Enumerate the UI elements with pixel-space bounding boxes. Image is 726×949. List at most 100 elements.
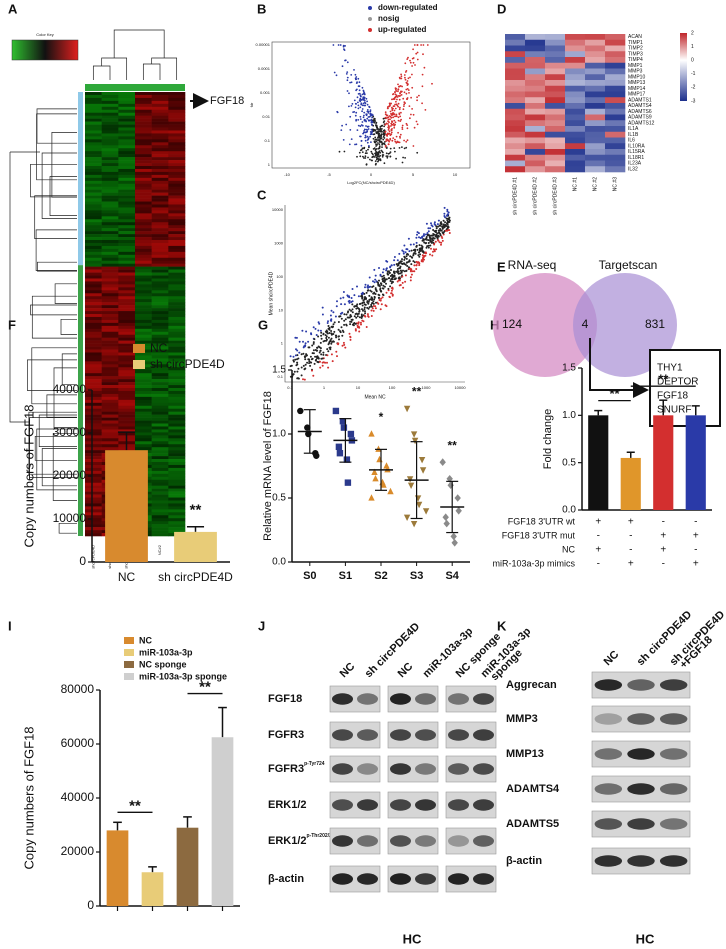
heatmap-cell	[135, 183, 152, 188]
volcano-point	[396, 96, 399, 98]
scatter-point	[382, 277, 385, 280]
heatmap-cell	[118, 281, 136, 285]
heatmap-cell	[168, 509, 186, 513]
heatmap-cell	[168, 266, 186, 270]
scatter-point	[404, 274, 407, 277]
scatter-point	[344, 346, 347, 349]
heatmap-cell	[101, 201, 119, 205]
heatmap-cell	[505, 114, 526, 121]
heatmap-cell	[135, 284, 152, 288]
heatmap-cell	[85, 331, 102, 336]
heatmap-cell	[101, 198, 119, 202]
y-tick-label: 0.0	[272, 557, 286, 568]
heatmap-cell	[101, 204, 119, 208]
scatter-point	[375, 301, 377, 304]
heatmap-cell	[168, 530, 186, 534]
heatmap-cell	[168, 393, 186, 398]
scatter-point	[327, 350, 330, 353]
heatmap-cell	[135, 124, 152, 128]
scatter-point	[329, 339, 332, 342]
data-point	[347, 430, 355, 438]
scatter-point	[415, 268, 418, 270]
color-bar	[680, 33, 687, 101]
volcano-point	[418, 94, 420, 97]
heatmap-cell	[168, 130, 186, 134]
volcano-point	[406, 139, 409, 142]
scatter-point	[412, 249, 415, 252]
volcano-point	[411, 73, 413, 76]
volcano-point	[405, 146, 408, 149]
scatter-point	[357, 295, 360, 298]
heatmap-cell	[585, 74, 606, 81]
blot-band	[415, 835, 436, 847]
heatmap-cell	[101, 331, 119, 336]
scatter-point	[441, 231, 444, 234]
scatter-point	[344, 318, 347, 321]
heatmap-cell	[85, 231, 102, 235]
heatmap-cell	[151, 349, 169, 353]
scatter-point	[326, 361, 328, 364]
heatmap-cell	[85, 94, 102, 99]
condition-sign: -	[629, 545, 632, 556]
heatmap-cell	[151, 485, 169, 489]
scatter-point	[297, 377, 299, 380]
heatmap-cell	[118, 257, 136, 262]
blot-band	[448, 763, 469, 775]
x-tick-label: 10	[453, 172, 458, 177]
scatter-point	[437, 219, 440, 222]
heatmap-cell	[85, 112, 102, 116]
heatmap-cell	[151, 533, 169, 537]
heatmap-cell	[605, 91, 626, 98]
bar	[105, 450, 148, 562]
heatmap-cell	[85, 316, 102, 321]
heatmap-cell	[101, 97, 119, 102]
data-point	[297, 407, 304, 415]
volcano-point	[384, 116, 387, 119]
significance-label: **	[658, 372, 669, 387]
blot-band	[627, 783, 655, 795]
significance-label: **	[129, 797, 141, 814]
scatter-point	[396, 268, 399, 270]
scatter-point	[426, 232, 429, 234]
scatter-point	[311, 344, 314, 347]
heatmap-cell	[605, 154, 626, 161]
heatmap-cell	[118, 251, 136, 256]
heatmap-cell	[565, 62, 586, 69]
volcano-point	[401, 85, 403, 88]
volcano-point	[380, 134, 383, 137]
scatter-point	[433, 237, 436, 240]
row-name: Aggrecan	[506, 679, 557, 691]
scatter-point	[359, 302, 362, 305]
y-tick-label: 60000	[61, 736, 95, 750]
scatter-point	[314, 349, 317, 351]
volcano-point	[392, 93, 394, 96]
scatter-point	[322, 351, 325, 354]
heatmap-cell	[118, 248, 136, 253]
data-point	[368, 494, 375, 501]
volcano-point	[393, 147, 396, 150]
scatter-point	[383, 281, 386, 284]
scatter-point	[367, 315, 369, 317]
volcano-point	[397, 119, 400, 122]
heatmap-cell	[85, 225, 102, 229]
heatmap-cell	[85, 423, 102, 427]
color-bar-label: 1	[691, 44, 694, 50]
volcano-point	[357, 101, 359, 104]
scatter-point	[377, 284, 380, 287]
scatter-point	[405, 255, 408, 258]
heatmap-cell	[101, 420, 119, 424]
scatter-point	[325, 339, 328, 342]
heatmap-cell	[168, 402, 186, 407]
heatmap-cell	[168, 464, 186, 469]
scatter-point	[336, 300, 338, 303]
heatmap-cell	[101, 154, 119, 158]
scatter-point	[413, 252, 416, 254]
volcano-point	[392, 112, 395, 114]
heatmap-cell	[168, 485, 186, 489]
heatmap-cell	[118, 376, 136, 380]
heatmap-cell	[168, 450, 186, 454]
scatter-point	[409, 267, 412, 270]
scatter-point	[447, 225, 450, 228]
blot-band	[473, 693, 494, 705]
blot-band	[594, 855, 623, 867]
